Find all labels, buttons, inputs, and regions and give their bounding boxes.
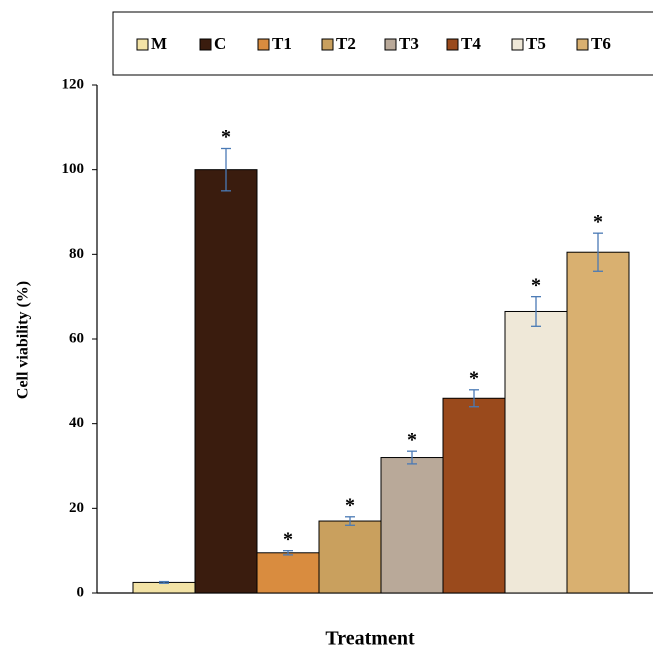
y-tick-label: 40 <box>69 415 84 431</box>
legend-label: T5 <box>526 34 546 53</box>
significance-mark: * <box>469 367 479 389</box>
y-axis-title: Cell viability (%) <box>15 281 32 399</box>
legend-swatch <box>136 38 149 51</box>
y-tick-label: 60 <box>69 330 84 346</box>
bar <box>566 251 630 594</box>
legend-swatch <box>511 38 524 51</box>
bar <box>318 520 382 594</box>
legend-label: T4 <box>461 34 481 53</box>
significance-mark: * <box>407 429 417 451</box>
legend-label: T2 <box>336 34 356 53</box>
legend-swatch <box>321 38 334 51</box>
bar <box>194 169 258 594</box>
y-tick-label: 20 <box>69 500 84 516</box>
legend-label: T6 <box>591 34 611 53</box>
bar <box>504 310 568 594</box>
y-tick-label: 0 <box>77 584 85 600</box>
x-axis-title: Treatment <box>325 628 415 650</box>
bar <box>132 581 196 594</box>
legend-swatch <box>576 38 589 51</box>
significance-mark: * <box>593 211 603 233</box>
legend-swatch <box>199 38 212 51</box>
legend-swatch <box>384 38 397 51</box>
legend-label: C <box>214 34 226 53</box>
bar <box>256 552 320 594</box>
legend-swatch <box>446 38 459 51</box>
significance-mark: * <box>531 274 541 296</box>
significance-mark: * <box>221 126 231 148</box>
legend-label: T1 <box>272 34 292 53</box>
y-tick-label: 120 <box>62 76 85 92</box>
bar <box>442 397 506 594</box>
legend-label: T3 <box>399 34 419 53</box>
significance-mark: * <box>345 494 355 516</box>
y-tick-label: 100 <box>62 161 85 177</box>
y-tick-label: 80 <box>69 246 84 262</box>
bar <box>380 457 444 594</box>
legend-box <box>112 11 653 76</box>
legend-swatch <box>257 38 270 51</box>
legend-label: M <box>151 34 167 53</box>
significance-mark: * <box>283 528 293 550</box>
